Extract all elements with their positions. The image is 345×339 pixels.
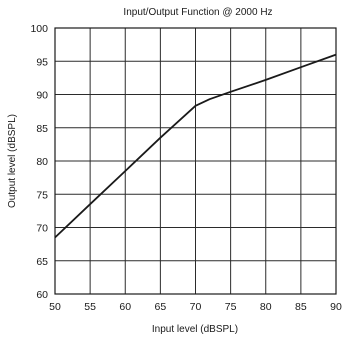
x-tick-label: 75: [225, 301, 237, 313]
x-tick-label: 60: [119, 301, 131, 313]
y-tick-label: 75: [36, 189, 48, 201]
x-tick-label: 80: [260, 301, 272, 313]
y-tick-label: 80: [36, 156, 48, 168]
x-tick-label: 55: [84, 301, 96, 313]
x-tick-label: 85: [295, 301, 307, 313]
y-tick-label: 65: [36, 256, 48, 268]
series: [54, 53, 337, 239]
x-axis-label: Input level (dBSPL): [152, 324, 238, 335]
chart-title: Input/Output Function @ 2000 Hz: [123, 7, 272, 18]
x-tick-labels: 50 55 60 65 70 75 80 85 90: [49, 301, 342, 313]
y-axis-label: Output level (dBSPL): [7, 114, 18, 208]
x-tick-label: 50: [49, 301, 61, 313]
plot-frame: [54, 27, 337, 295]
x-tick-label: 90: [330, 301, 342, 313]
grid: [54, 27, 337, 295]
y-tick-label: 95: [36, 56, 48, 68]
y-tick-labels: 60 65 70 75 80 85 90 95 100: [30, 23, 48, 301]
x-tick-label: 65: [155, 301, 167, 313]
y-tick-label: 90: [36, 90, 48, 102]
y-tick-label: 85: [36, 123, 48, 135]
y-tick-label: 100: [30, 23, 48, 35]
y-tick-label: 60: [36, 289, 48, 301]
y-tick-label: 70: [36, 223, 48, 235]
io-curve: [54, 53, 337, 239]
x-tick-label: 70: [190, 301, 202, 313]
